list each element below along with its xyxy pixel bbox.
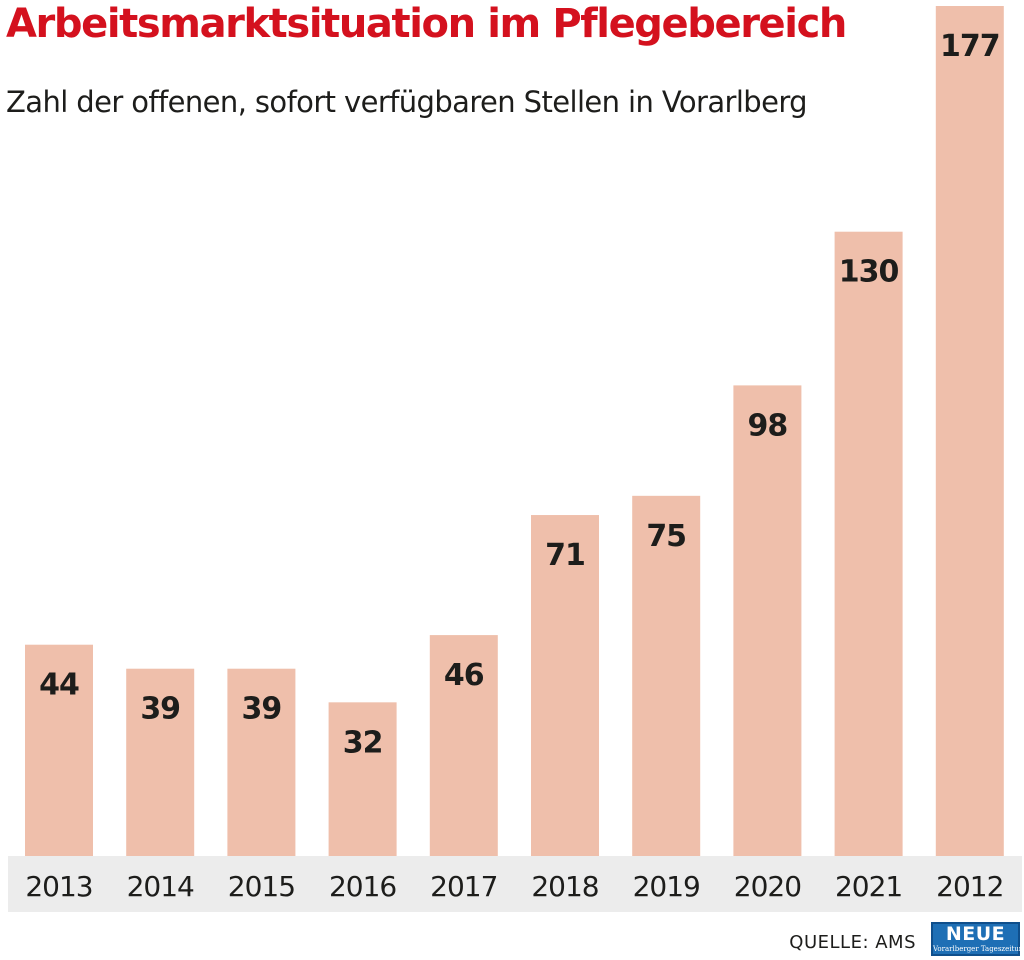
data-label-2018: 71 bbox=[545, 538, 585, 573]
bar-2017 bbox=[429, 635, 498, 856]
bar-2015 bbox=[227, 668, 296, 856]
x-tick-label-2020: 2020 bbox=[734, 870, 801, 903]
logo-tagline: Vorarlberger Tageszeitung bbox=[933, 945, 1024, 953]
x-tick-label-2015: 2015 bbox=[228, 870, 295, 903]
bar-2012 bbox=[935, 6, 1004, 856]
data-label-2012: 177 bbox=[940, 29, 1000, 64]
data-label-2017: 46 bbox=[444, 658, 484, 693]
data-label-2013: 44 bbox=[39, 668, 79, 703]
source-note: QUELLE: AMS bbox=[789, 932, 916, 953]
x-tick-label-2017: 2017 bbox=[430, 870, 497, 903]
data-label-2015: 39 bbox=[242, 692, 282, 727]
x-tick-label-2016: 2016 bbox=[329, 870, 396, 903]
bar-2020 bbox=[733, 385, 802, 856]
x-axis-band bbox=[8, 856, 1022, 912]
data-label-2019: 75 bbox=[646, 519, 686, 554]
data-label-2020: 98 bbox=[748, 408, 788, 443]
x-tick-label-2014: 2014 bbox=[127, 870, 194, 903]
bar-2013 bbox=[25, 644, 93, 856]
x-tick-label-2013: 2013 bbox=[25, 870, 92, 903]
data-label-2021: 130 bbox=[839, 255, 899, 290]
bar-2016 bbox=[328, 702, 397, 856]
bar-2019 bbox=[632, 495, 701, 856]
data-label-2014: 39 bbox=[140, 692, 180, 727]
x-tick-label-2021: 2021 bbox=[835, 870, 902, 903]
logo-name: NEUE bbox=[945, 923, 1006, 945]
chart-subtitle: Zahl der offenen, sofort verfügbaren Ste… bbox=[6, 85, 808, 119]
data-label-2016: 32 bbox=[343, 725, 383, 760]
chart-title: Arbeitsmarktsituation im Pflegebereich bbox=[6, 1, 847, 47]
x-tick-label-2012: 2012 bbox=[936, 870, 1003, 903]
bar-2021 bbox=[834, 231, 903, 857]
x-tick-label-2018: 2018 bbox=[531, 870, 598, 903]
neue-logo: NEUE Vorarlberger Tageszeitung bbox=[931, 922, 1024, 956]
bar-2014 bbox=[126, 668, 195, 856]
bar-2018 bbox=[531, 515, 599, 856]
x-tick-label-2019: 2019 bbox=[633, 870, 700, 903]
